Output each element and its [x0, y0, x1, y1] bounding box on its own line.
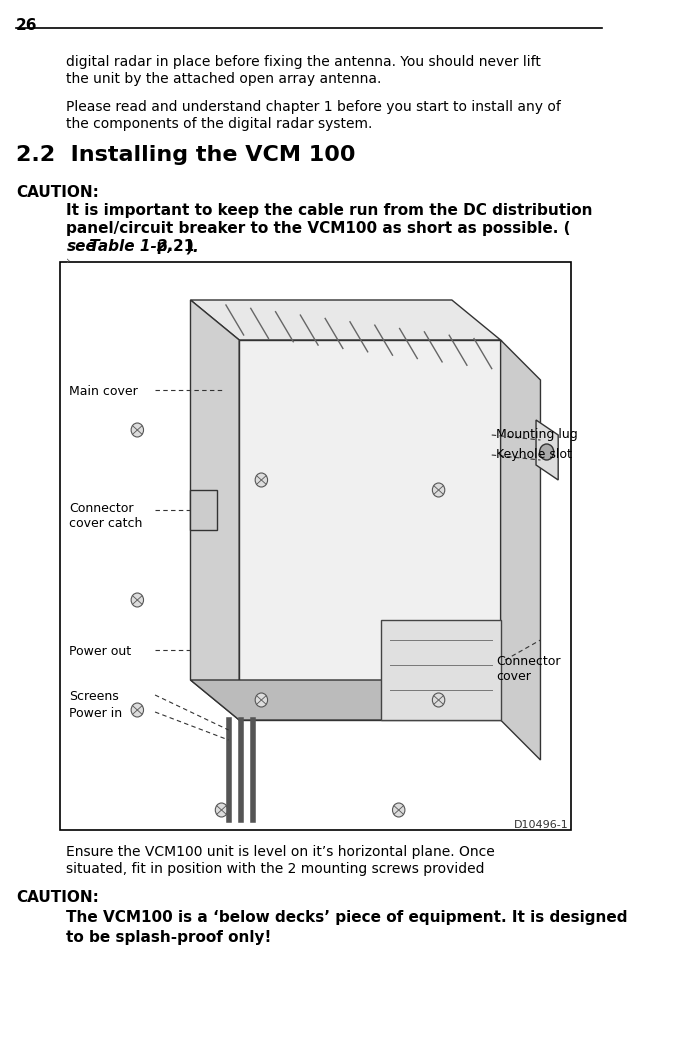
Text: panel/circuit breaker to the VCM100 as short as possible. (: panel/circuit breaker to the VCM100 as s… [66, 221, 571, 236]
Polygon shape [190, 680, 500, 720]
Text: see: see [66, 239, 96, 254]
Text: Connector
cover catch: Connector cover catch [69, 502, 142, 530]
Text: Connector
cover: Connector cover [496, 655, 560, 683]
Polygon shape [500, 340, 540, 760]
Text: ›: › [66, 256, 71, 266]
Text: digital radar in place before fixing the antenna. You should never lift: digital radar in place before fixing the… [66, 55, 542, 69]
Text: Power out: Power out [69, 645, 131, 658]
Circle shape [432, 483, 445, 497]
Circle shape [215, 803, 228, 817]
Polygon shape [381, 620, 500, 720]
Circle shape [131, 423, 144, 437]
Polygon shape [190, 490, 217, 530]
Text: the unit by the attached open array antenna.: the unit by the attached open array ante… [66, 72, 382, 86]
Text: The VCM100 is a ‘below decks’ piece of equipment. It is designed: The VCM100 is a ‘below decks’ piece of e… [66, 910, 628, 925]
Text: Table 1-2,: Table 1-2, [84, 239, 174, 254]
Circle shape [392, 803, 405, 817]
Text: Mounting lug: Mounting lug [496, 428, 578, 441]
Text: p.21: p.21 [146, 239, 194, 254]
Circle shape [131, 593, 144, 607]
Text: to be splash-proof only!: to be splash-proof only! [66, 930, 272, 945]
Text: CAUTION:: CAUTION: [16, 890, 99, 905]
Polygon shape [536, 420, 558, 480]
Circle shape [255, 693, 268, 707]
Text: ).: ). [186, 239, 199, 254]
Circle shape [255, 473, 268, 486]
Circle shape [432, 693, 445, 707]
Text: 26: 26 [16, 18, 38, 33]
Text: Power in: Power in [69, 707, 122, 720]
Text: situated, fit in position with the 2 mounting screws provided: situated, fit in position with the 2 mou… [66, 862, 485, 876]
Text: Keyhole slot: Keyhole slot [496, 448, 572, 461]
Text: It is important to keep the cable run from the DC distribution: It is important to keep the cable run fr… [66, 203, 593, 218]
Text: CAUTION:: CAUTION: [16, 185, 99, 200]
Circle shape [539, 444, 553, 460]
Polygon shape [190, 300, 239, 720]
Polygon shape [190, 300, 500, 340]
Text: Ensure the VCM100 unit is level on it’s horizontal plane. Once: Ensure the VCM100 unit is level on it’s … [66, 845, 495, 859]
Polygon shape [239, 340, 500, 720]
Text: Please read and understand chapter 1 before you start to install any of: Please read and understand chapter 1 bef… [66, 100, 561, 114]
Text: D10496-1: D10496-1 [514, 820, 569, 830]
Text: Main cover: Main cover [69, 385, 138, 398]
Text: Screens: Screens [69, 690, 119, 703]
Bar [60, 262, 572, 830]
Text: the components of the digital radar system.: the components of the digital radar syst… [66, 117, 373, 131]
Circle shape [131, 703, 144, 717]
Text: 2.2  Installing the VCM 100: 2.2 Installing the VCM 100 [16, 145, 355, 165]
